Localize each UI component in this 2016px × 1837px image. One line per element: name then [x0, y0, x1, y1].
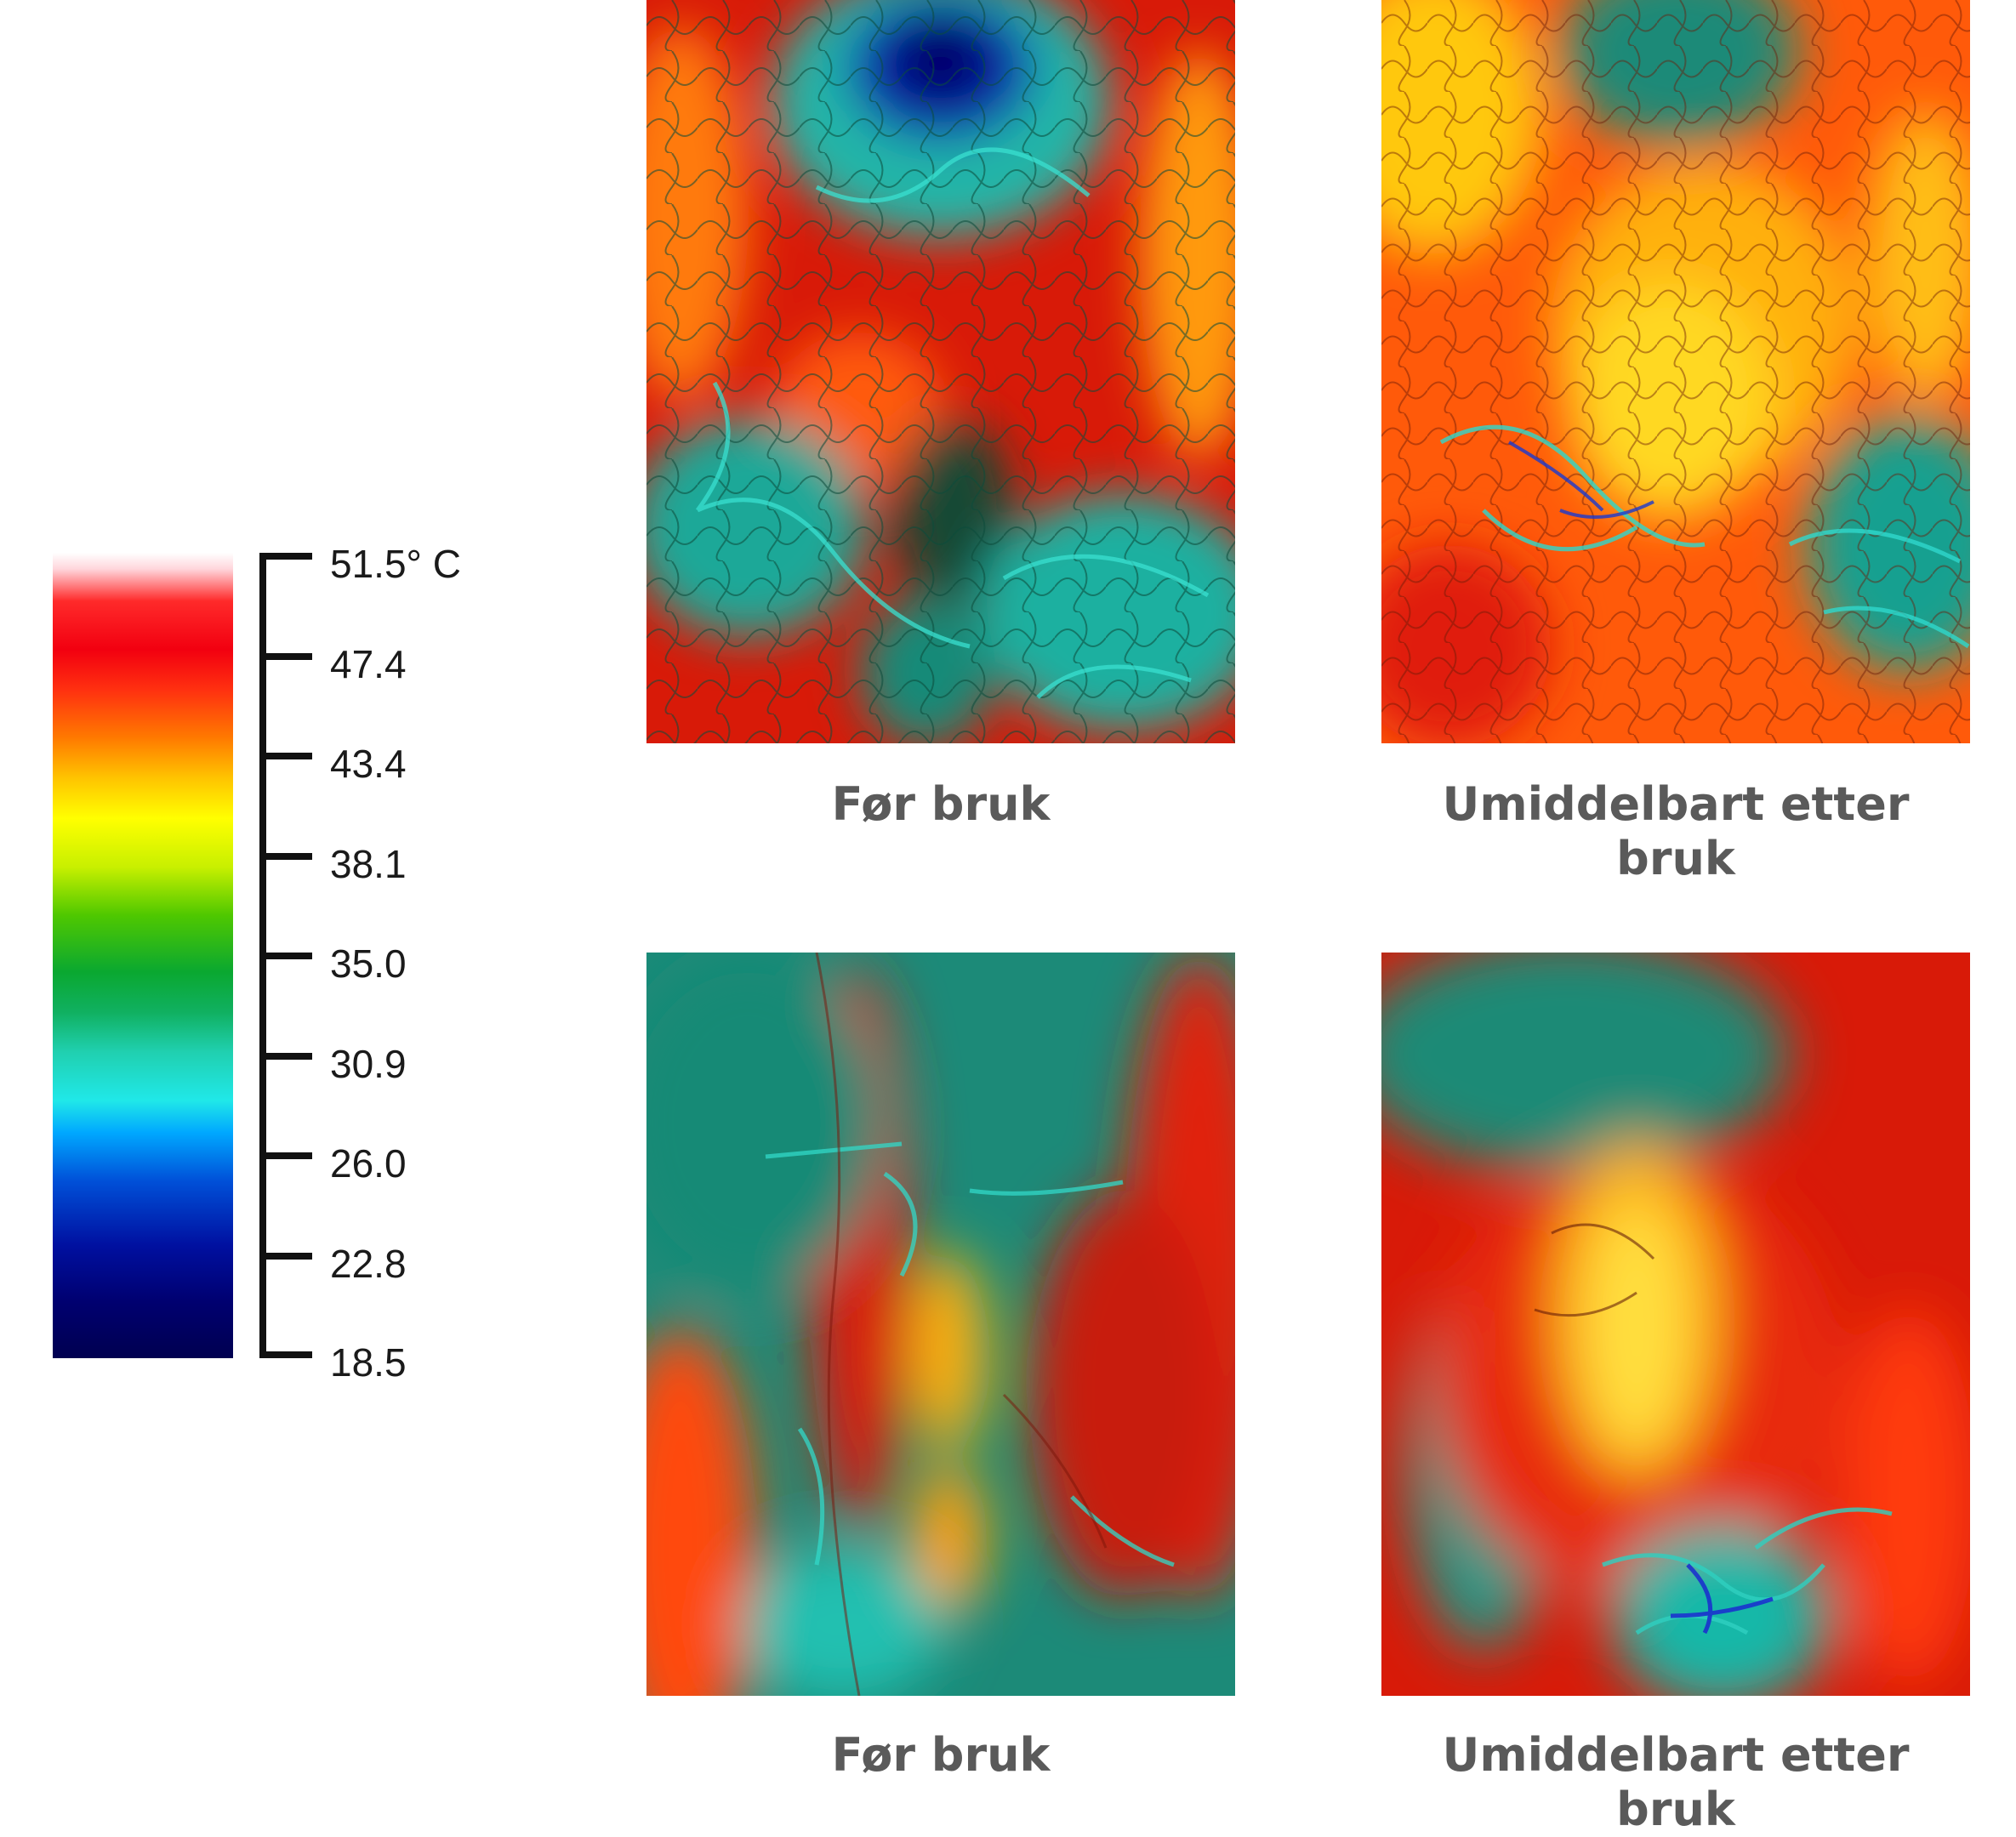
color-scale-bar	[53, 553, 233, 1358]
scale-tick	[259, 1253, 312, 1260]
temperature-legend: 51.5° C 47.4 43.4 38.1 35.0 30.9 26.0 22…	[0, 0, 595, 1828]
caption-bottom-before: Før bruk	[831, 1728, 1051, 1782]
thermal-image-bottom-after	[1381, 953, 1970, 1696]
tick-label-max: 51.5° C	[330, 542, 461, 586]
scale-tick	[259, 1053, 312, 1060]
scale-tick	[259, 1351, 312, 1358]
tick-label-min: 18.5	[330, 1340, 407, 1385]
scale-tick	[259, 853, 312, 860]
caption-bottom-after: Umiddelbart etter bruk	[1442, 1728, 1910, 1836]
tick-label: 30.9	[330, 1042, 407, 1086]
scale-tick	[259, 653, 312, 660]
tick-label: 43.4	[330, 742, 407, 786]
tick-label: 22.8	[330, 1242, 407, 1286]
tick-label: 47.4	[330, 642, 407, 686]
tick-label: 35.0	[330, 941, 407, 986]
thermal-image-top-before	[646, 0, 1235, 743]
tick-label: 38.1	[330, 842, 407, 886]
thermal-image-top-after	[1381, 0, 1970, 743]
scale-tick	[259, 953, 312, 959]
thermal-image-bottom-before	[646, 953, 1235, 1696]
caption-top-before: Før bruk	[831, 777, 1051, 831]
scale-tick	[259, 753, 312, 759]
scale-tick	[259, 553, 312, 560]
tick-label: 26.0	[330, 1141, 407, 1186]
scale-tick	[259, 1152, 312, 1159]
caption-top-after: Umiddelbart etter bruk	[1442, 777, 1910, 885]
